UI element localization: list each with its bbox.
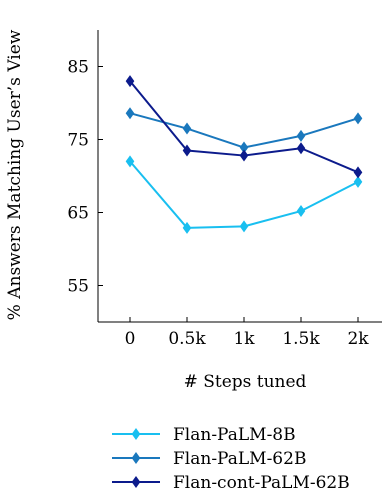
y-axis-label: % Answers Matching User’s View — [5, 29, 25, 320]
series-lines — [125, 75, 363, 234]
x-tick-label: 0 — [125, 329, 136, 349]
data-point-marker — [125, 155, 135, 168]
data-point-marker — [296, 205, 306, 218]
data-point-marker — [125, 75, 135, 88]
data-point-marker — [125, 107, 135, 120]
series-1 — [125, 155, 363, 234]
series-3 — [125, 75, 363, 179]
y-ticks: 55 65 75 85 — [67, 58, 103, 297]
series-2 — [125, 107, 363, 154]
data-point-marker — [296, 142, 306, 155]
data-point-marker — [353, 166, 363, 179]
legend-item: Flan-PaLM-8B — [112, 425, 296, 445]
legend-label: Flan-PaLM-8B — [173, 425, 296, 445]
y-tick-label: 55 — [67, 277, 89, 297]
data-point-marker — [239, 141, 249, 154]
y-tick-label: 65 — [67, 204, 89, 224]
data-point-marker — [182, 122, 192, 135]
legend-label: Flan-PaLM-62B — [173, 449, 306, 469]
data-point-marker — [182, 221, 192, 234]
data-point-marker — [182, 144, 192, 157]
y-tick-label: 75 — [67, 131, 89, 151]
legend-label: Flan-cont-PaLM-62B — [173, 473, 350, 493]
series-line — [129, 160, 359, 229]
legend-item: Flan-cont-PaLM-62B — [112, 473, 350, 493]
data-point-marker — [353, 112, 363, 125]
x-axis-label: # Steps tuned — [184, 372, 307, 392]
x-tick-label: 1k — [233, 329, 255, 349]
legend-marker — [131, 452, 141, 464]
x-tick-label: 2k — [347, 329, 369, 349]
x-tick-label: 1.5k — [282, 329, 320, 349]
legend-marker — [131, 428, 141, 440]
axes — [97, 30, 382, 323]
legend-marker — [131, 476, 141, 488]
x-ticks: 0 0.5k 1k 1.5k 2k — [125, 317, 369, 349]
legend-item: Flan-PaLM-62B — [112, 449, 306, 469]
x-tick-label: 0.5k — [168, 329, 206, 349]
y-tick-label: 85 — [67, 58, 89, 78]
legend: Flan-PaLM-8B Flan-PaLM-62B Flan-cont-PaLM-… — [112, 425, 350, 493]
data-point-marker — [353, 175, 363, 188]
data-point-marker — [296, 129, 306, 142]
data-point-marker — [239, 220, 249, 233]
data-point-marker — [239, 149, 249, 162]
